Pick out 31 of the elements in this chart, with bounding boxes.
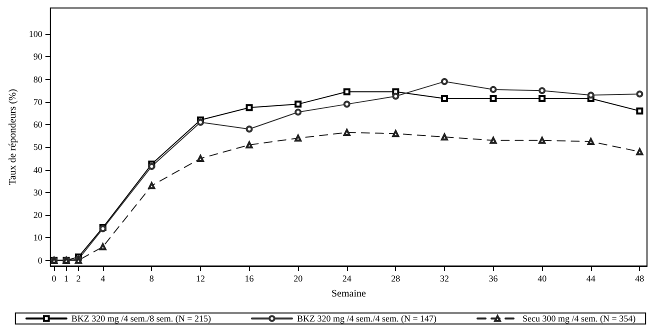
y-tick-label: 80 xyxy=(33,74,43,84)
x-tick-label: 1 xyxy=(64,274,69,284)
y-tick-label: 90 xyxy=(33,52,43,62)
x-axis-title: Semaine xyxy=(331,288,366,300)
y-tick-label: 50 xyxy=(33,142,43,152)
x-tick-label: 28 xyxy=(391,274,401,284)
y-tick-label: 60 xyxy=(33,120,43,130)
y-tick-label: 30 xyxy=(33,187,43,198)
y-tick-label: 20 xyxy=(33,210,43,220)
x-tick-label: 44 xyxy=(586,274,596,284)
x-tick-label: 0 xyxy=(52,274,57,284)
legend-label: Secu 300 mg /4 sem. (N = 354) xyxy=(522,314,636,324)
y-tick-label: 70 xyxy=(33,96,43,107)
y-tick-label: 10 xyxy=(33,232,43,243)
x-tick-label: 4 xyxy=(100,274,106,284)
x-tick-label: 2 xyxy=(76,274,81,284)
y-tick-label: 0 xyxy=(38,255,43,266)
x-tick-label: 12 xyxy=(196,274,205,284)
x-tick-label: 24 xyxy=(342,274,352,284)
x-tick-label: 48 xyxy=(635,274,645,284)
y-axis-title: Taux de répondeurs (%) xyxy=(8,88,18,186)
x-tick-label: 32 xyxy=(440,274,449,284)
x-tick-label: 40 xyxy=(538,274,548,284)
x-tick-label: 36 xyxy=(488,274,498,284)
legend-label: BKZ 320 mg /4 sem./4 sem. (N = 147) xyxy=(296,314,437,324)
x-tick-label: 20 xyxy=(294,274,304,284)
x-tick-label: 8 xyxy=(149,274,154,284)
y-tick-label: 100 xyxy=(28,29,43,40)
y-tick-label: 40 xyxy=(33,164,43,175)
x-tick-label: 16 xyxy=(244,274,254,284)
legend-label: BKZ 320 mg /4 sem./8 sem. (N = 215) xyxy=(71,314,211,324)
